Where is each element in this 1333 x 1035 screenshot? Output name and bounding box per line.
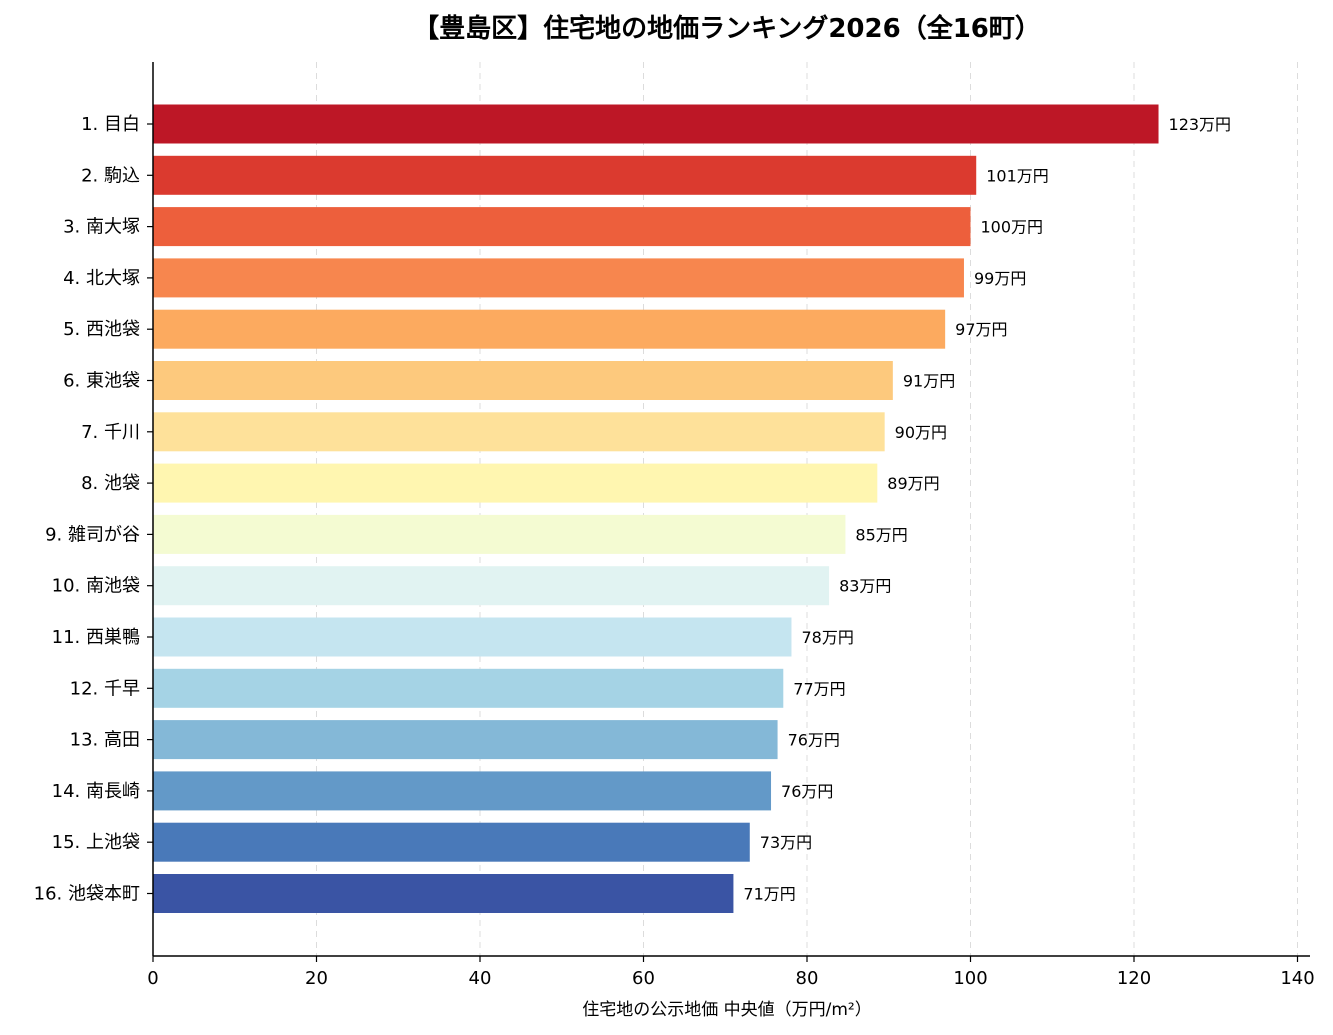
bar: [153, 566, 830, 606]
category-label: 13. 高田: [70, 730, 140, 751]
value-label: 91万円: [903, 372, 955, 391]
category-label: 7. 千川: [81, 422, 140, 443]
x-axis-ticks: 0 20 40 60 80 100 120 140: [147, 123, 1315, 989]
bar: [153, 822, 750, 862]
value-label: 77万円: [793, 679, 845, 698]
bar: [153, 361, 893, 400]
bar: [153, 771, 772, 811]
bar: [153, 412, 885, 452]
x-tick-label: 60: [632, 968, 655, 989]
category-label: 10. 南池袋: [52, 576, 140, 597]
value-label: 71万円: [743, 885, 795, 904]
bar: [153, 514, 846, 554]
category-label: 9. 雑司が谷: [45, 524, 140, 545]
category-label: 3. 南大塚: [63, 217, 140, 238]
value-label: 101万円: [986, 166, 1049, 185]
value-label: 83万円: [839, 577, 891, 596]
x-tick-label: 80: [796, 968, 819, 989]
bars: [153, 104, 1159, 913]
x-tick-label: 120: [1117, 968, 1151, 989]
bar: [153, 874, 734, 913]
x-axis-title: 住宅地の公示地価 中央値（万円/m²）: [582, 1000, 872, 1020]
category-label: 14. 南長崎: [52, 781, 140, 802]
bar: [153, 668, 784, 708]
category-label: 16. 池袋本町: [34, 884, 140, 905]
bar: [153, 720, 778, 760]
value-label: 89万円: [887, 474, 939, 493]
bar: [153, 309, 946, 349]
x-tick-label: 140: [1280, 968, 1314, 989]
x-tick-label: 40: [469, 968, 492, 989]
bar: [153, 155, 977, 195]
category-label: 1. 目白: [81, 114, 140, 135]
category-label: 2. 駒込: [81, 165, 140, 186]
value-label: 78万円: [801, 628, 853, 647]
gridlines: [316, 62, 1298, 956]
category-label: 5. 西池袋: [63, 319, 140, 340]
value-label: 76万円: [788, 731, 840, 750]
category-label: 6. 東池袋: [63, 371, 140, 392]
value-label: 123万円: [1169, 115, 1232, 134]
bar: [153, 104, 1159, 144]
chart-title: 【豊島区】住宅地の地価ランキング2026（全16町）: [413, 13, 1041, 44]
x-tick-label: 0: [147, 968, 158, 989]
x-tick-label: 100: [953, 968, 987, 989]
category-labels: 1. 目白 2. 駒込 3. 南大塚 4. 北大塚 5. 西池袋 6. 東池袋 7. 千川 8…: [34, 114, 140, 905]
value-label: 85万円: [855, 525, 907, 544]
value-label: 97万円: [955, 320, 1007, 339]
category-label: 12. 千早: [70, 678, 140, 699]
bar: [153, 463, 878, 503]
category-label: 8. 池袋: [81, 473, 140, 494]
value-label: 100万円: [981, 218, 1044, 237]
category-label: 11. 西巣鴨: [52, 627, 140, 648]
bar: [153, 617, 792, 657]
value-label: 73万円: [760, 833, 812, 852]
value-label: 76万円: [781, 782, 833, 801]
value-labels: 123万円 101万円 100万円 99万円 97万円 91万円 90万円 89万円 85万円 8…: [743, 115, 1231, 904]
bar: [153, 207, 971, 247]
axes: [152, 62, 1310, 957]
category-label: 4. 北大塚: [63, 268, 140, 289]
value-label: 90万円: [895, 423, 947, 442]
value-label: 99万円: [974, 269, 1026, 288]
category-label: 15. 上池袋: [52, 832, 140, 853]
bar: [153, 258, 964, 298]
x-tick-label: 20: [305, 968, 328, 989]
